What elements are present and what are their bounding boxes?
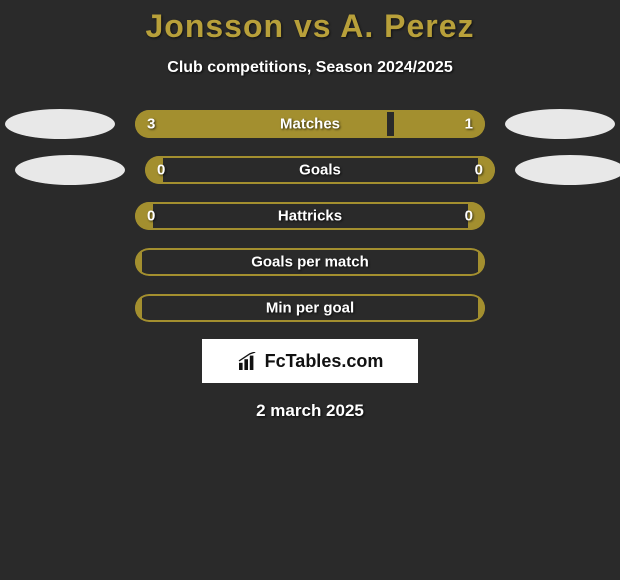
bar-right-fill xyxy=(478,294,485,322)
stat-bar: Goals per match xyxy=(135,248,485,276)
bar-left-fill xyxy=(135,110,387,138)
stat-bar: 3 Matches 1 xyxy=(135,110,485,138)
bar-left-fill xyxy=(135,294,142,322)
stat-bar: 0 Goals 0 xyxy=(145,156,495,184)
subtitle: Club competitions, Season 2024/2025 xyxy=(0,59,620,77)
stat-right-value: 1 xyxy=(465,116,473,133)
stat-label: Goals per match xyxy=(251,254,369,271)
player-right-marker xyxy=(515,155,620,185)
stat-right-value: 0 xyxy=(475,162,483,179)
logo-text: FcTables.com xyxy=(265,351,384,372)
logo-box: FcTables.com xyxy=(202,339,418,383)
bar-left-fill xyxy=(135,248,142,276)
stat-left-value: 3 xyxy=(147,116,155,133)
date-label: 2 march 2025 xyxy=(0,401,620,421)
stat-bar: Min per goal xyxy=(135,294,485,322)
stat-bar: 0 Hattricks 0 xyxy=(135,202,485,230)
stat-left-value: 0 xyxy=(157,162,165,179)
stat-label: Min per goal xyxy=(266,300,354,317)
comparison-card: Jonsson vs A. Perez Club competitions, S… xyxy=(0,0,620,421)
stat-left-value: 0 xyxy=(147,208,155,225)
stat-row: 3 Matches 1 xyxy=(0,109,620,139)
stat-label: Hattricks xyxy=(278,208,342,225)
player-left-marker xyxy=(5,109,115,139)
stat-row: 0 Hattricks 0 xyxy=(0,201,620,231)
stat-label: Matches xyxy=(280,116,340,133)
stat-right-value: 0 xyxy=(465,208,473,225)
stat-row: Goals per match xyxy=(0,247,620,277)
player-right-marker xyxy=(505,109,615,139)
stat-label: Goals xyxy=(299,162,341,179)
stats-rows: 3 Matches 1 0 Goals 0 0 Hattricks 0 Goals per mat… xyxy=(0,109,620,323)
player-left-marker xyxy=(15,155,125,185)
bar-right-fill xyxy=(478,248,485,276)
bars-icon xyxy=(237,352,259,370)
stat-row: 0 Goals 0 xyxy=(0,155,620,185)
page-title: Jonsson vs A. Perez xyxy=(0,8,620,45)
stat-row: Min per goal xyxy=(0,293,620,323)
